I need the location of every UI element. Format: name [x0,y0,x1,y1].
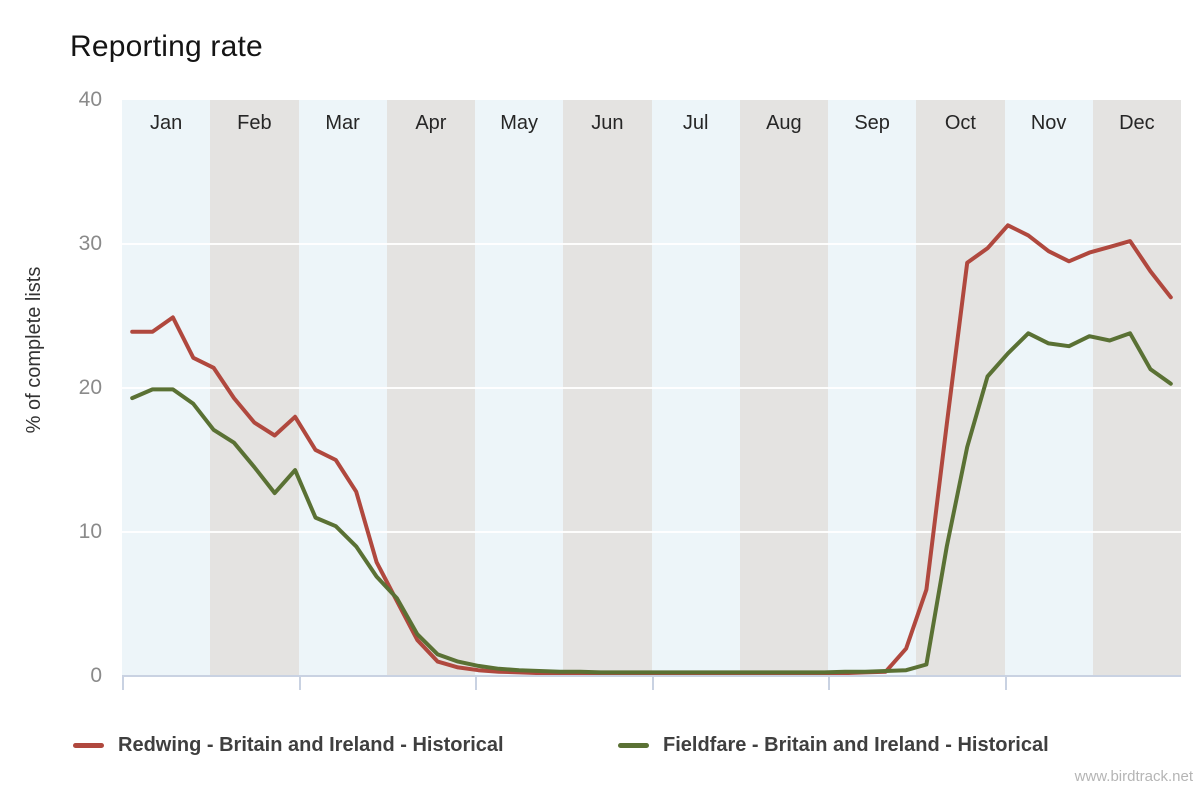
legend-item-redwing[interactable]: Redwing - Britain and Ireland - Historic… [73,734,504,757]
month-label-mar: Mar [325,112,360,134]
y-tick-label-0: 0 [90,664,102,687]
month-label-oct: Oct [944,112,976,134]
x-tick-sep [828,677,830,690]
y-tick-label-30: 30 [78,232,102,255]
month-label-nov: Nov [1030,112,1067,134]
month-label-dec: Dec [1119,112,1155,134]
month-label-jan: Jan [150,112,183,134]
gridline-20 [122,387,1181,389]
legend-label-fieldfare: Fieldfare - Britain and Ireland - Histor… [663,734,1049,756]
y-tick-label-10: 10 [78,520,102,543]
x-axis-line [122,675,1181,677]
y-tick-label-20: 20 [78,376,102,399]
fieldfare-line-swatch [618,743,649,748]
y-tick-label-40: 40 [78,88,102,111]
month-label-jul: Jul [682,112,709,134]
x-tick-may [475,677,477,690]
x-tick-mar [298,677,301,690]
month-label-feb: Feb [237,112,272,134]
chart-title: Reporting rate [70,30,263,63]
legend-label-redwing: Redwing - Britain and Ireland - Historic… [118,734,504,756]
redwing-line-swatch [73,743,104,748]
gridline-30 [122,243,1181,245]
plot-area: Jan Feb Mar Apr May Jun Jul Aug Sep Oct Nov Dec [122,100,1181,690]
watermark: www.birdtrack.net [1074,768,1193,785]
month-label-apr: Apr [415,112,447,134]
legend-item-fieldfare[interactable]: Fieldfare - Britain and Ireland - Histor… [618,734,1049,757]
month-label-sep: Sep [854,112,890,134]
y-axis-title: % of complete lists [23,266,45,434]
month-label-aug: Aug [766,112,802,134]
series-line-fieldfare [130,331,1173,675]
series-line-redwing [130,223,1173,676]
x-tick-jan [122,677,124,690]
month-label-may: May [500,112,539,134]
month-label-jun: Jun [591,112,624,134]
series-plot [130,223,1173,676]
x-tick-nov [1004,677,1007,690]
x-tick-jul [651,677,654,690]
gridline-10 [122,531,1181,533]
